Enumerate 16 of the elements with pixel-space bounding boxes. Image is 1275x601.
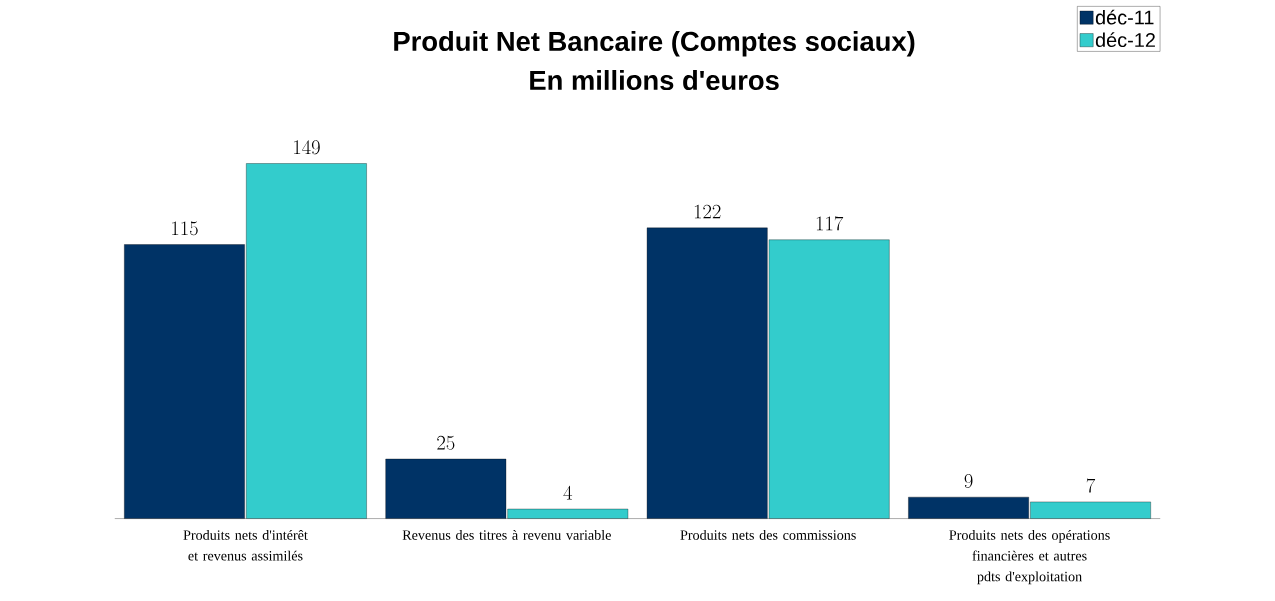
data-label: 25 <box>437 435 455 450</box>
data-label: 115 <box>172 221 198 236</box>
data-label: 7 <box>1086 478 1096 493</box>
x-tick-label: Produits nets d'intérêt et revenus assimilés <box>183 530 308 561</box>
data-label: 4 <box>563 485 573 500</box>
legend-label: déc-12 <box>1095 32 1155 48</box>
x-tick-label: Produits nets des commissions <box>680 530 856 540</box>
x-tick-label: Revenus des titres à revenu variable <box>402 530 611 540</box>
chart-title: Produit Net Bancaire (Comptes sociaux) <box>394 31 915 57</box>
data-label: 149 <box>294 140 320 155</box>
legend-label: déc-11 <box>1095 9 1154 25</box>
data-label: 117 <box>816 216 844 231</box>
chart-subtitle: En millions d'euros <box>530 70 779 91</box>
data-label: 122 <box>694 204 721 219</box>
data-label: 9 <box>964 474 973 489</box>
x-tick-label: Produits nets des opérations financières et autres pdts d'exploitation <box>949 530 1110 585</box>
